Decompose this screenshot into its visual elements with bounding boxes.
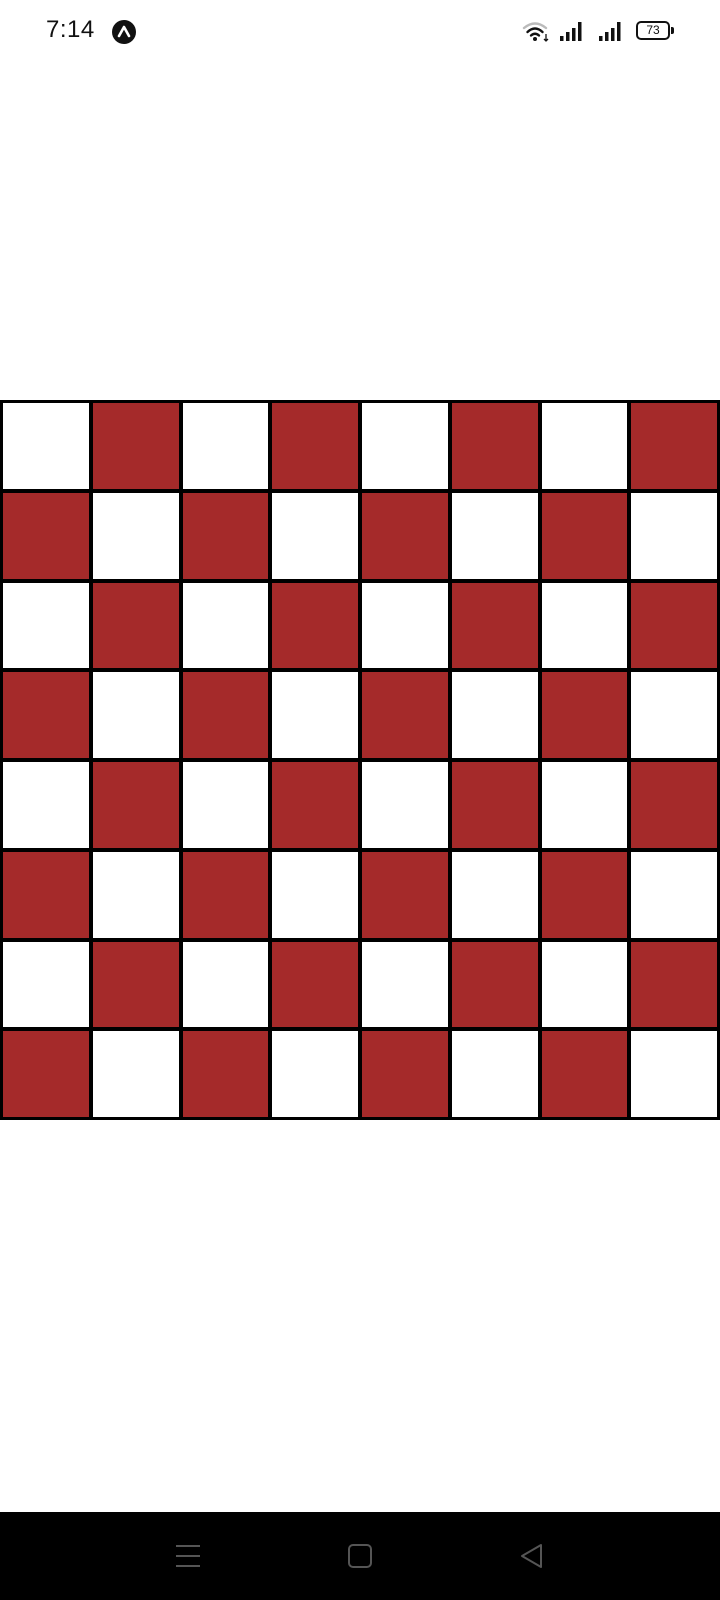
light-square[interactable]	[92, 1031, 179, 1117]
dark-square[interactable]	[451, 941, 538, 1028]
light-square[interactable]	[3, 403, 89, 489]
dark-square[interactable]	[3, 492, 89, 579]
checkerboard	[0, 400, 720, 1120]
dark-square[interactable]	[362, 492, 448, 579]
light-square[interactable]	[541, 403, 628, 489]
light-square[interactable]	[182, 582, 269, 669]
light-square[interactable]	[631, 492, 717, 579]
dark-square[interactable]	[631, 403, 717, 489]
back-icon[interactable]	[516, 1540, 548, 1572]
menu-icon[interactable]	[172, 1540, 204, 1572]
dark-square[interactable]	[182, 1031, 269, 1117]
dark-square[interactable]	[272, 762, 358, 848]
dark-square[interactable]	[631, 941, 717, 1028]
light-square[interactable]	[631, 672, 717, 758]
light-square[interactable]	[3, 762, 89, 848]
light-square[interactable]	[451, 851, 538, 938]
light-square[interactable]	[541, 941, 628, 1028]
dark-square[interactable]	[541, 1031, 628, 1117]
dark-square[interactable]	[362, 672, 448, 758]
app-badge-icon	[112, 20, 136, 44]
dark-square[interactable]	[362, 1031, 448, 1117]
dark-square[interactable]	[631, 582, 717, 669]
dark-square[interactable]	[451, 582, 538, 669]
wifi-icon	[522, 20, 550, 47]
dark-square[interactable]	[272, 403, 358, 489]
light-square[interactable]	[272, 851, 358, 938]
light-square[interactable]	[272, 1031, 358, 1117]
dark-square[interactable]	[541, 492, 628, 579]
home-icon[interactable]	[344, 1540, 376, 1572]
navigation-bar	[0, 1512, 720, 1600]
dark-square[interactable]	[182, 672, 269, 758]
light-square[interactable]	[451, 672, 538, 758]
light-square[interactable]	[182, 941, 269, 1028]
light-square[interactable]	[3, 582, 89, 669]
dark-square[interactable]	[92, 762, 179, 848]
dark-square[interactable]	[3, 672, 89, 758]
light-square[interactable]	[541, 582, 628, 669]
light-square[interactable]	[92, 851, 179, 938]
light-square[interactable]	[272, 492, 358, 579]
light-square[interactable]	[362, 941, 448, 1028]
dark-square[interactable]	[272, 582, 358, 669]
light-square[interactable]	[362, 762, 448, 848]
dark-square[interactable]	[92, 403, 179, 489]
dark-square[interactable]	[92, 582, 179, 669]
battery-icon: 73	[636, 21, 670, 40]
dark-square[interactable]	[451, 762, 538, 848]
light-square[interactable]	[362, 403, 448, 489]
status-time: 7:14	[46, 16, 95, 43]
light-square[interactable]	[451, 492, 538, 579]
light-square[interactable]	[182, 762, 269, 848]
light-square[interactable]	[92, 492, 179, 579]
light-square[interactable]	[362, 582, 448, 669]
dark-square[interactable]	[541, 851, 628, 938]
dark-square[interactable]	[362, 851, 448, 938]
light-square[interactable]	[451, 1031, 538, 1117]
light-square[interactable]	[631, 851, 717, 938]
dark-square[interactable]	[272, 941, 358, 1028]
dark-square[interactable]	[451, 403, 538, 489]
dark-square[interactable]	[182, 492, 269, 579]
status-bar: 7:14 73	[0, 0, 720, 64]
light-square[interactable]	[541, 762, 628, 848]
dark-square[interactable]	[3, 1031, 89, 1117]
light-square[interactable]	[92, 672, 179, 758]
dark-square[interactable]	[3, 851, 89, 938]
light-square[interactable]	[182, 403, 269, 489]
light-square[interactable]	[631, 1031, 717, 1117]
battery-tip	[671, 27, 674, 34]
dark-square[interactable]	[92, 941, 179, 1028]
light-square[interactable]	[272, 672, 358, 758]
light-square[interactable]	[3, 941, 89, 1028]
dark-square[interactable]	[182, 851, 269, 938]
signal-icon	[597, 20, 625, 47]
dark-square[interactable]	[631, 762, 717, 848]
dark-square[interactable]	[541, 672, 628, 758]
signal-icon	[558, 20, 586, 47]
